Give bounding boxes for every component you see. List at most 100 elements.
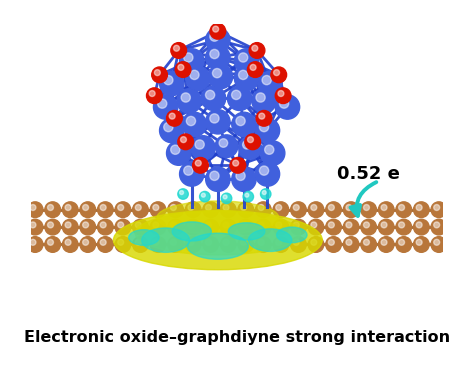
- Circle shape: [278, 90, 284, 96]
- Circle shape: [308, 237, 324, 252]
- Circle shape: [195, 160, 201, 166]
- Circle shape: [399, 239, 404, 245]
- Circle shape: [98, 219, 113, 235]
- Circle shape: [241, 204, 246, 210]
- Circle shape: [63, 237, 78, 252]
- Circle shape: [243, 141, 251, 149]
- Circle shape: [311, 204, 317, 210]
- Circle shape: [361, 202, 376, 217]
- Circle shape: [201, 193, 205, 197]
- Circle shape: [259, 113, 265, 119]
- Circle shape: [311, 239, 317, 245]
- Circle shape: [63, 219, 78, 235]
- Circle shape: [343, 202, 359, 217]
- Circle shape: [205, 90, 215, 99]
- Circle shape: [230, 158, 246, 173]
- Circle shape: [185, 219, 201, 235]
- Circle shape: [276, 222, 282, 228]
- Circle shape: [275, 95, 300, 119]
- Circle shape: [252, 45, 258, 51]
- Circle shape: [115, 202, 131, 217]
- Circle shape: [178, 134, 193, 150]
- Circle shape: [256, 93, 265, 102]
- Circle shape: [328, 239, 334, 245]
- Circle shape: [188, 204, 194, 210]
- Circle shape: [238, 219, 254, 235]
- Circle shape: [328, 204, 334, 210]
- Circle shape: [413, 202, 429, 217]
- Circle shape: [160, 118, 184, 143]
- Circle shape: [381, 222, 387, 228]
- Text: Electronic oxide–graphdiyne strong interaction: Electronic oxide–graphdiyne strong inter…: [24, 330, 450, 345]
- Circle shape: [326, 237, 341, 252]
- Circle shape: [80, 202, 96, 217]
- Circle shape: [434, 239, 440, 245]
- Circle shape: [173, 45, 180, 51]
- Circle shape: [223, 239, 229, 245]
- Circle shape: [188, 222, 194, 228]
- Circle shape: [210, 171, 219, 180]
- Circle shape: [245, 193, 249, 197]
- Circle shape: [431, 219, 447, 235]
- Circle shape: [98, 202, 113, 217]
- Circle shape: [232, 112, 256, 136]
- Ellipse shape: [228, 223, 265, 240]
- Circle shape: [206, 28, 230, 52]
- Circle shape: [238, 237, 254, 252]
- Circle shape: [343, 237, 359, 252]
- Circle shape: [255, 202, 271, 217]
- Circle shape: [232, 167, 256, 191]
- Circle shape: [181, 93, 191, 102]
- Circle shape: [239, 136, 261, 159]
- Circle shape: [343, 219, 359, 235]
- Circle shape: [100, 204, 106, 210]
- Circle shape: [255, 118, 280, 143]
- Circle shape: [201, 86, 226, 111]
- Circle shape: [63, 202, 78, 217]
- Circle shape: [243, 191, 254, 202]
- Circle shape: [192, 158, 208, 173]
- Circle shape: [65, 222, 71, 228]
- Circle shape: [346, 204, 352, 210]
- Circle shape: [30, 222, 36, 228]
- Circle shape: [275, 88, 291, 104]
- Circle shape: [82, 222, 89, 228]
- Circle shape: [206, 45, 230, 70]
- Circle shape: [364, 239, 369, 245]
- Circle shape: [273, 237, 289, 252]
- Circle shape: [200, 191, 210, 202]
- Circle shape: [133, 202, 148, 217]
- Circle shape: [206, 110, 230, 134]
- Circle shape: [249, 43, 265, 58]
- Ellipse shape: [172, 222, 211, 241]
- Circle shape: [396, 219, 411, 235]
- Circle shape: [150, 219, 166, 235]
- Circle shape: [308, 219, 324, 235]
- Circle shape: [133, 237, 148, 252]
- Circle shape: [169, 113, 175, 119]
- Circle shape: [252, 89, 276, 113]
- Circle shape: [164, 123, 173, 132]
- Circle shape: [221, 193, 232, 204]
- Circle shape: [195, 140, 204, 149]
- Circle shape: [185, 237, 201, 252]
- Circle shape: [416, 222, 422, 228]
- Circle shape: [170, 222, 176, 228]
- Circle shape: [100, 239, 106, 245]
- Circle shape: [261, 141, 285, 165]
- Circle shape: [186, 116, 196, 126]
- Circle shape: [276, 204, 282, 210]
- Circle shape: [293, 239, 299, 245]
- Circle shape: [238, 202, 254, 217]
- Circle shape: [234, 66, 259, 90]
- Circle shape: [219, 139, 228, 147]
- Circle shape: [181, 136, 186, 142]
- Circle shape: [45, 202, 61, 217]
- Circle shape: [152, 67, 167, 82]
- Circle shape: [210, 50, 219, 58]
- Circle shape: [262, 75, 271, 85]
- Circle shape: [118, 204, 124, 210]
- Circle shape: [262, 190, 266, 195]
- Circle shape: [264, 145, 274, 154]
- Circle shape: [346, 239, 352, 245]
